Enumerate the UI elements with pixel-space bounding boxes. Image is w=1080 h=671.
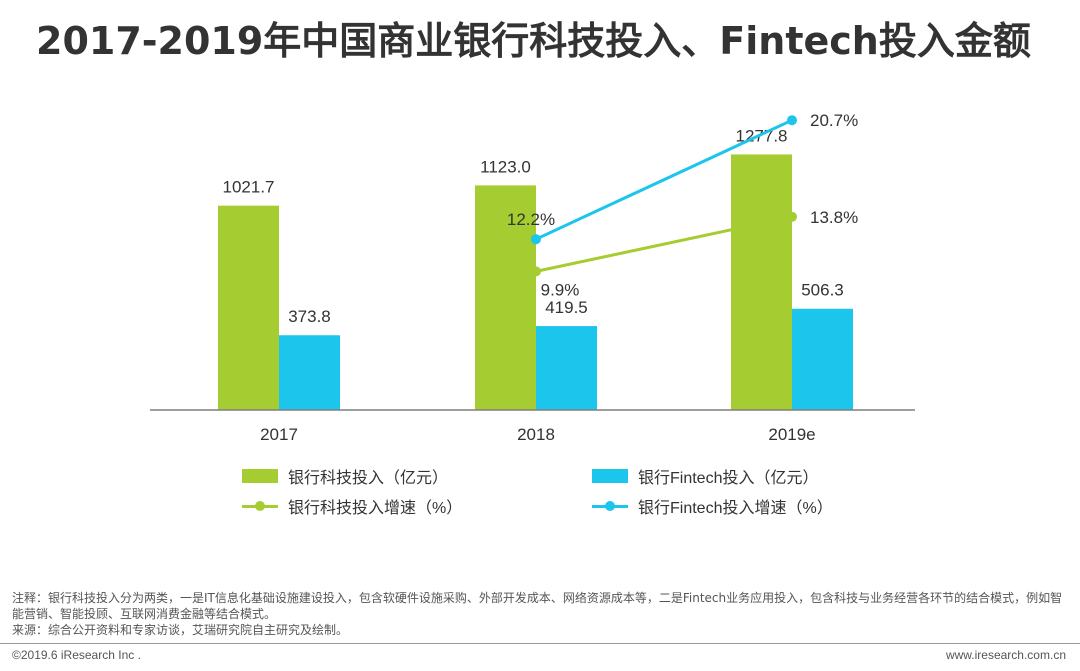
x-tick-label-2019e: 2019e <box>768 425 815 444</box>
growth-label-bank-tech-2018: 9.9% <box>541 280 580 299</box>
bar-fintech-2019e <box>792 308 853 410</box>
bar-fintech-2018 <box>536 326 597 410</box>
bar-fintech-2017 <box>279 335 340 410</box>
growth-label-bank-tech-2019e: 13.8% <box>810 208 858 227</box>
legend-label-fintech-bar: 银行Fintech投入（亿元） <box>638 470 819 487</box>
footer-divider <box>0 643 1080 644</box>
legend-item-bank-bar: 银行科技投入（亿元） <box>242 464 448 488</box>
legend-swatch-bank-bar <box>242 469 278 483</box>
x-tick-label-2018: 2018 <box>517 425 555 444</box>
bar-bank-tech-2018 <box>475 185 536 410</box>
source-text: 来源：综合公开资料和专家访谈，艾瑞研究院自主研究及绘制。 <box>12 623 349 637</box>
growth-point-bank-tech-2018 <box>531 266 541 277</box>
growth-point-bank-tech-2019e <box>787 211 797 222</box>
legend-swatch-bank-line <box>242 499 278 513</box>
legend-item-bank-line: 银行科技投入增速（%） <box>242 494 462 518</box>
growth-point-fintech-2019e <box>787 115 797 126</box>
notes: 注释：银行科技投入分为两类，一是IT信息化基础设施建设投入，包含软硬件设施采购、… <box>12 590 1068 638</box>
growth-label-fintech-2019e: 20.7% <box>810 111 858 130</box>
legend-swatch-fintech-line <box>592 499 628 513</box>
bar-label-bank-tech-2018: 1123.0 <box>480 157 531 176</box>
footer-website[interactable]: www.iresearch.com.cn <box>945 648 1066 662</box>
bar-label-fintech-2017: 373.8 <box>288 307 331 326</box>
legend-item-fintech-line: 银行Fintech投入增速（%） <box>592 494 833 518</box>
growth-line-bank-tech <box>535 215 793 273</box>
chart-title: 2017-2019年中国商业银行科技投入、Fintech投入金额 <box>36 19 1031 63</box>
footer-copyright: ©2019.6 iResearch Inc . <box>12 648 141 662</box>
growth-label-fintech-2018: 12.2% <box>507 210 555 229</box>
legend-label-bank-line: 银行科技投入增速（%） <box>288 500 463 517</box>
growth-line-fintech <box>535 118 793 241</box>
note-text: 注释：银行科技投入分为两类，一是IT信息化基础设施建设投入，包含软硬件设施采购、… <box>12 591 1063 621</box>
legend-label-bank-bar: 银行科技投入（亿元） <box>288 470 449 487</box>
legend-swatch-fintech-bar <box>592 469 628 483</box>
bar-label-fintech-2018: 419.5 <box>545 298 588 317</box>
legend-item-fintech-bar: 银行Fintech投入（亿元） <box>592 464 818 488</box>
bar-bank-tech-2017 <box>218 205 279 410</box>
growth-point-fintech-2018 <box>531 234 541 245</box>
bar-bank-tech-2019e <box>731 154 792 410</box>
bar-label-fintech-2019e: 506.3 <box>801 281 844 300</box>
legend-label-fintech-line: 银行Fintech投入增速（%） <box>638 500 833 517</box>
bar-label-bank-tech-2017: 1021.7 <box>223 178 275 197</box>
x-tick-label-2017: 2017 <box>260 425 298 444</box>
